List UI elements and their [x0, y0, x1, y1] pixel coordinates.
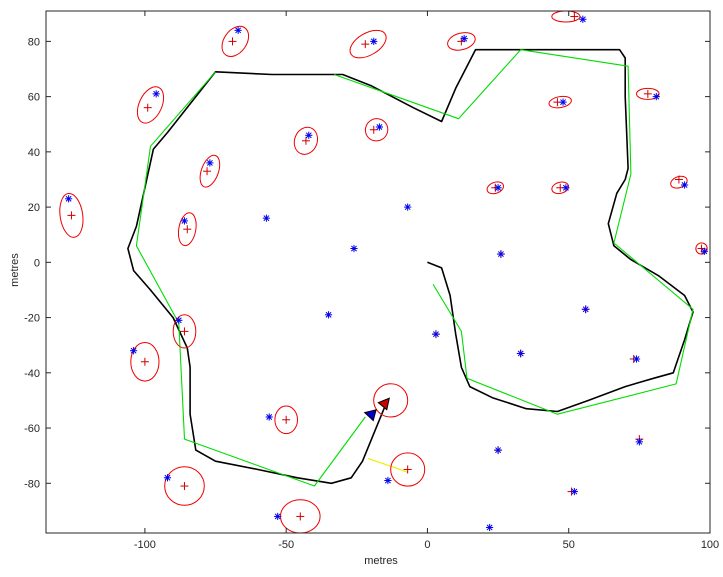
- estimated-landmark: [570, 12, 579, 21]
- true-landmark: [432, 330, 440, 338]
- x-tick-label: -100: [134, 539, 156, 551]
- true-landmark: [180, 217, 189, 225]
- y-tick-label: -40: [24, 368, 40, 380]
- uncertainty-ellipse: [670, 175, 688, 189]
- x-tick-label: 50: [563, 539, 575, 551]
- true-landmark: [234, 26, 242, 34]
- true-landmark: [265, 413, 273, 421]
- waypoints-2-line: [334, 49, 694, 415]
- true-landmark: [370, 37, 378, 45]
- plot-frame: [45, 10, 711, 534]
- y-tick-label: 60: [28, 92, 40, 104]
- true-landmark: [350, 244, 358, 253]
- y-tick-label: 0: [34, 257, 40, 269]
- y-tick-label: 40: [28, 147, 40, 159]
- uncertainty-ellipse: [486, 181, 505, 195]
- true-landmark: [324, 311, 333, 319]
- y-tick-label: 20: [28, 202, 40, 214]
- uncertainty-ellipse: [136, 86, 165, 124]
- true-landmark: [570, 487, 578, 496]
- true-landmark: [582, 305, 590, 313]
- estimated-landmark: [203, 167, 212, 176]
- true-landmark: [262, 214, 270, 222]
- true-landmark: [497, 250, 505, 258]
- true-landmark: [700, 247, 708, 255]
- estimated-landmark: [403, 465, 412, 474]
- vehicle-true-marker: [363, 409, 377, 422]
- estimated-landmark: [643, 89, 652, 98]
- estimated-landmark: [67, 211, 76, 220]
- uncertainty-ellipse: [199, 154, 221, 188]
- x-tick-label: 100: [701, 539, 719, 551]
- true-landmark: [274, 512, 282, 521]
- true-landmark: [652, 93, 660, 101]
- true-landmark: [494, 446, 502, 454]
- true-landmark: [562, 184, 570, 192]
- uncertainty-ellipse: [636, 87, 660, 100]
- true-landmark: [384, 476, 392, 485]
- estimated-landmark: [282, 415, 291, 424]
- x-tick-label: -50: [278, 539, 294, 551]
- true-landmark: [206, 159, 214, 167]
- uncertainty-ellipse: [172, 314, 197, 349]
- vehicle-estimate-marker: [377, 397, 390, 411]
- true-landmark: [680, 181, 689, 189]
- true-landmark: [517, 349, 525, 358]
- estimated-landmark: [180, 482, 189, 491]
- x-axis-label: metres: [364, 555, 398, 567]
- y-axis-label: metres: [9, 253, 21, 287]
- uncertainty-ellipse: [130, 342, 160, 382]
- axes: -100 -50 0 50 100 -80 -60 -40 -20 0 20 40 60 80: [24, 10, 719, 551]
- y-tick-label: -80: [24, 478, 40, 490]
- true-landmark: [163, 474, 172, 482]
- uncertainty-ellipse: [373, 383, 409, 418]
- uncertainty-ellipse: [177, 212, 197, 247]
- y-tick-label: -60: [24, 423, 40, 435]
- true-landmark: [152, 90, 160, 98]
- plot-area: [59, 11, 708, 533]
- uncertainty-ellipse: [221, 25, 250, 57]
- uncertainty-ellipse: [548, 95, 572, 109]
- true-landmark: [460, 35, 468, 43]
- estimated-landmark: [674, 175, 683, 184]
- estimated-landmark: [301, 136, 310, 145]
- observation-line: [367, 457, 408, 473]
- true-landmark: [579, 15, 587, 23]
- y-tick-label: -20: [24, 313, 40, 325]
- estimated-landmark: [369, 125, 378, 134]
- uncertainty-ellipse: [274, 405, 299, 435]
- true-landmark: [559, 98, 567, 106]
- true-landmark: [129, 347, 138, 355]
- true-landmark: [404, 203, 412, 211]
- true-landmark: [65, 195, 73, 203]
- uncertainty-ellipse: [390, 452, 426, 487]
- uncertainty-ellipse: [364, 118, 389, 142]
- uncertainty-ellipse: [551, 11, 581, 23]
- true-landmark: [494, 184, 502, 192]
- estimated-landmark: [143, 103, 152, 112]
- true-landmark: [375, 123, 384, 131]
- estimated-landmark: [183, 225, 192, 234]
- uncertainty-ellipse: [164, 466, 205, 506]
- x-tick-label: 0: [424, 539, 430, 551]
- estimated-landmark: [180, 327, 189, 336]
- true-landmark: [635, 438, 643, 446]
- true-landmark: [486, 523, 494, 532]
- estimated-landmark: [296, 512, 305, 521]
- estimated-landmark: [361, 40, 370, 49]
- true-path-line: [127, 48, 694, 485]
- estimated-landmark: [228, 37, 237, 46]
- true-landmark: [175, 316, 183, 324]
- uncertainty-ellipse: [293, 126, 319, 155]
- true-landmark: [632, 355, 641, 363]
- true-landmark: [305, 131, 313, 139]
- uncertainty-ellipse: [447, 32, 476, 51]
- y-tick-label: 80: [28, 36, 40, 48]
- estimated-landmark: [140, 357, 149, 366]
- uncertainty-ellipse: [349, 29, 387, 59]
- uncertainty-ellipse: [59, 192, 84, 238]
